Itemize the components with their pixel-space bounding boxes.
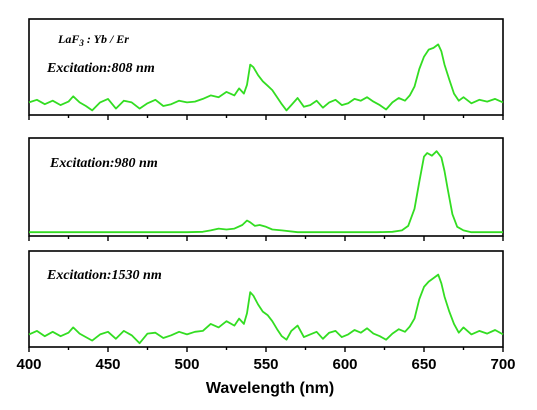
x-tick-label: 600 [332, 356, 357, 373]
panel-808: LaF3 : Yb / Er Excitation:808 nm [28, 18, 504, 120]
x-tick-label: 650 [411, 356, 436, 373]
x-tick-label: 700 [490, 356, 515, 373]
x-tick-label: 550 [253, 356, 278, 373]
x-tick-label: 450 [95, 356, 120, 373]
series-1530-line [28, 273, 504, 345]
panel-1530-ticks [28, 347, 504, 352]
panel-980-ticks [28, 236, 504, 241]
panel-1530-label: Excitation:1530 nm [46, 268, 162, 283]
panel-980: Excitation:980 nm [28, 137, 504, 241]
series-980-line [29, 150, 503, 234]
x-tick-label: 500 [174, 356, 199, 373]
x-tick-label: 400 [16, 356, 41, 373]
panel-808-ticks [28, 115, 504, 120]
x-axis-title: Wavelength (nm) [206, 380, 334, 397]
x-tick-labels: 400 450 500 550 600 650 700 [16, 356, 515, 373]
panel-808-label: Excitation:808 nm [46, 61, 155, 76]
panel-980-frame [28, 137, 504, 237]
series-808-line [28, 43, 504, 112]
panel-980-label: Excitation:980 nm [49, 156, 158, 171]
panel-1530: Excitation:1530 nm [28, 250, 504, 352]
panel-1530-frame [28, 250, 504, 348]
sample-label: LaF3 : Yb / Er [57, 32, 129, 48]
